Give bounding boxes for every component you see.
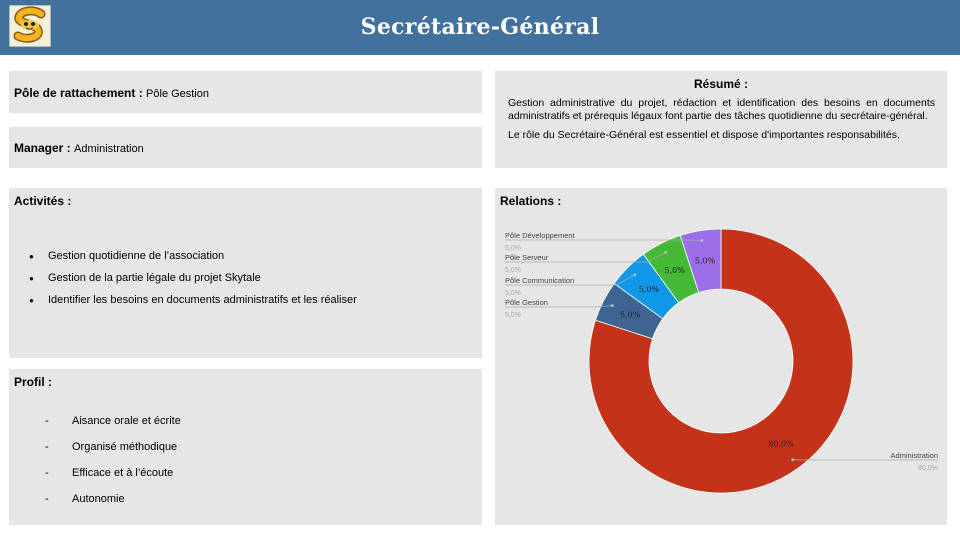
category-label: Pôle Serveur [505,253,549,262]
header-bar: Secrétaire-Général [0,0,960,55]
leader-line [505,239,702,241]
profil-list: Aisance orale et écrite Organisé méthodi… [45,415,181,519]
resume-panel: Résumé : Gestion administrative du proje… [495,71,947,168]
category-label: Pôle Développement [505,231,576,240]
list-item: Organisé méthodique [45,441,181,467]
leader-line [505,305,613,308]
category-percent-label: 5,0% [505,267,521,274]
category-percent-label: 5,0% [505,245,521,252]
relations-title: Relations : [500,194,562,208]
resume-paragraph: Gestion administrative du projet, rédact… [508,97,935,122]
leader-dot [633,273,637,277]
list-item: Gestion de la partie légale du projet Sk… [29,272,357,294]
category-label: Administration [890,451,938,460]
donut-slice [679,228,722,294]
leader-dot [700,239,704,242]
resume-title: Résumé : [693,77,749,91]
resume-text: Gestion administrative du projet, rédact… [508,97,935,148]
s-mascot-logo-icon [9,5,51,47]
manager-value: Administration [74,143,144,155]
profil-panel: Profil : Aisance orale et écrite Organis… [9,369,482,525]
pole-value: Pôle Gestion [146,88,210,100]
category-label: Pôle Communication [505,276,574,285]
leader-dot [664,250,668,254]
leader-line [505,251,666,263]
pole-panel: Pôle de rattachement : Pôle Gestion [9,71,482,113]
category-label: Pôle Gestion [505,298,548,307]
profil-title: Profil : [14,375,52,389]
manager-label: Manager : [14,141,71,155]
donut-slice [588,228,854,494]
manager-line: Manager : Administration [14,141,144,155]
activites-list: Gestion quotidienne de l’association Ges… [29,250,357,316]
list-item: Aisance orale et écrite [45,415,181,441]
activites-panel: Activités : Gestion quotidienne de l’ass… [9,188,482,358]
slice-value-label: 5,0% [665,266,686,275]
leader-line [505,274,635,286]
slice-value-label: 5,0% [695,256,716,265]
leader-dot [791,458,795,462]
category-percent-label: 5,0% [505,290,521,297]
slice-value-label: 80,0% [768,440,794,449]
pole-label: Pôle de rattachement : [14,86,143,100]
leader-dot [610,304,614,308]
slice-value-label: 5,0% [639,285,660,294]
list-item: Identifier les besoins en documents admi… [29,294,357,316]
category-percent-label: 80,0% [918,465,938,472]
pole-line: Pôle de rattachement : Pôle Gestion [14,86,209,100]
category-percent-label: 5,0% [505,312,521,319]
relations-panel: Relations : 80,0% Administration 80,0% 5,0%… [495,188,947,525]
manager-panel: Manager : Administration [9,127,482,168]
activites-title: Activités : [14,194,72,208]
list-item: Autonomie [45,493,181,519]
page-title: Secrétaire-Général [360,14,600,40]
slice-value-label: 5,0% [620,311,641,320]
resume-paragraph: Le rôle du Secrétaire-Général est essent… [508,129,900,141]
list-item: Efficace et à l’écoute [45,467,181,493]
list-item: Gestion quotidienne de l’association [29,250,357,272]
